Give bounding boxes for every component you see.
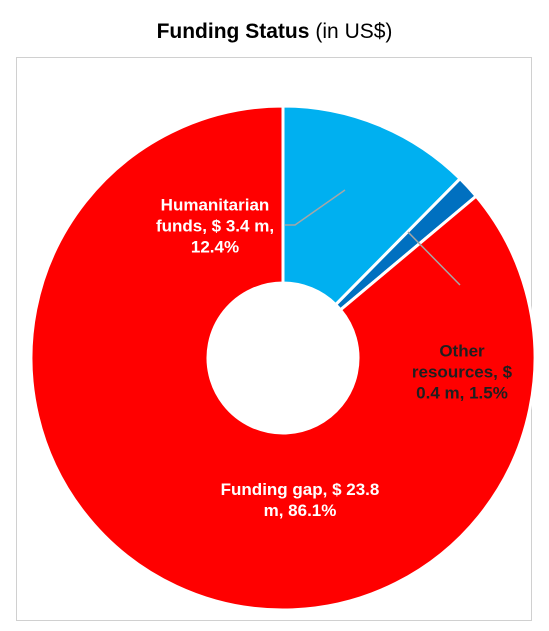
leader-line [285, 189, 346, 226]
chart-title-block: Funding Status (in US$) [0, 20, 549, 44]
donut-segment [281, 104, 463, 307]
leader-line [407, 231, 461, 286]
donut-segment [29, 104, 537, 612]
chart-title: Funding Status [156, 20, 310, 43]
data-label: Other resources, $ 0.4 m, 1.5% [411, 341, 513, 403]
data-label: Humanitarian funds, $ 3.4 m, 12.4% [155, 195, 275, 257]
chart-subtitle: (in US$) [315, 20, 393, 43]
data-label: Funding gap, $ 23.8 m, 86.1% [220, 480, 380, 520]
